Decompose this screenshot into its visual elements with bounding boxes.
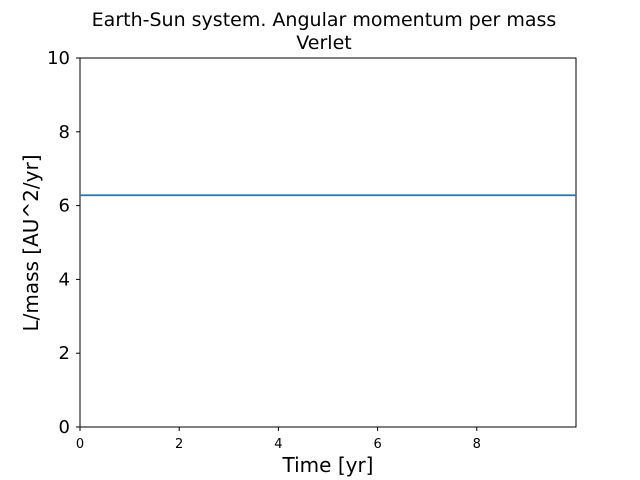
plot-frame: [79, 57, 577, 428]
y-tick-label: 2: [59, 343, 70, 364]
x-tick-label: 0: [76, 437, 84, 452]
y-tick-label: 4: [59, 269, 70, 290]
chart-title: Earth-Sun system. Angular momentum per m…: [92, 9, 557, 31]
y-axis-label: L/mass [AU^2/yr]: [19, 154, 43, 331]
y-tick-label: 0: [59, 417, 70, 438]
y-axis-ticks: 0 2 4 6 8 10: [47, 48, 80, 438]
chart-subtitle: Verlet: [296, 32, 351, 54]
x-tick-label: 6: [373, 437, 381, 452]
plot-area: [79, 57, 577, 428]
y-tick-label: 6: [59, 196, 70, 217]
y-tick-label: 10: [47, 48, 70, 69]
x-tick-label: 2: [175, 437, 183, 452]
x-tick-label: 4: [274, 437, 282, 452]
x-tick-label: 8: [473, 437, 481, 452]
y-tick-label: 8: [59, 122, 70, 143]
x-axis-ticks: 0 2 4 6 8: [76, 427, 481, 452]
x-axis-label: Time [yr]: [282, 453, 374, 477]
